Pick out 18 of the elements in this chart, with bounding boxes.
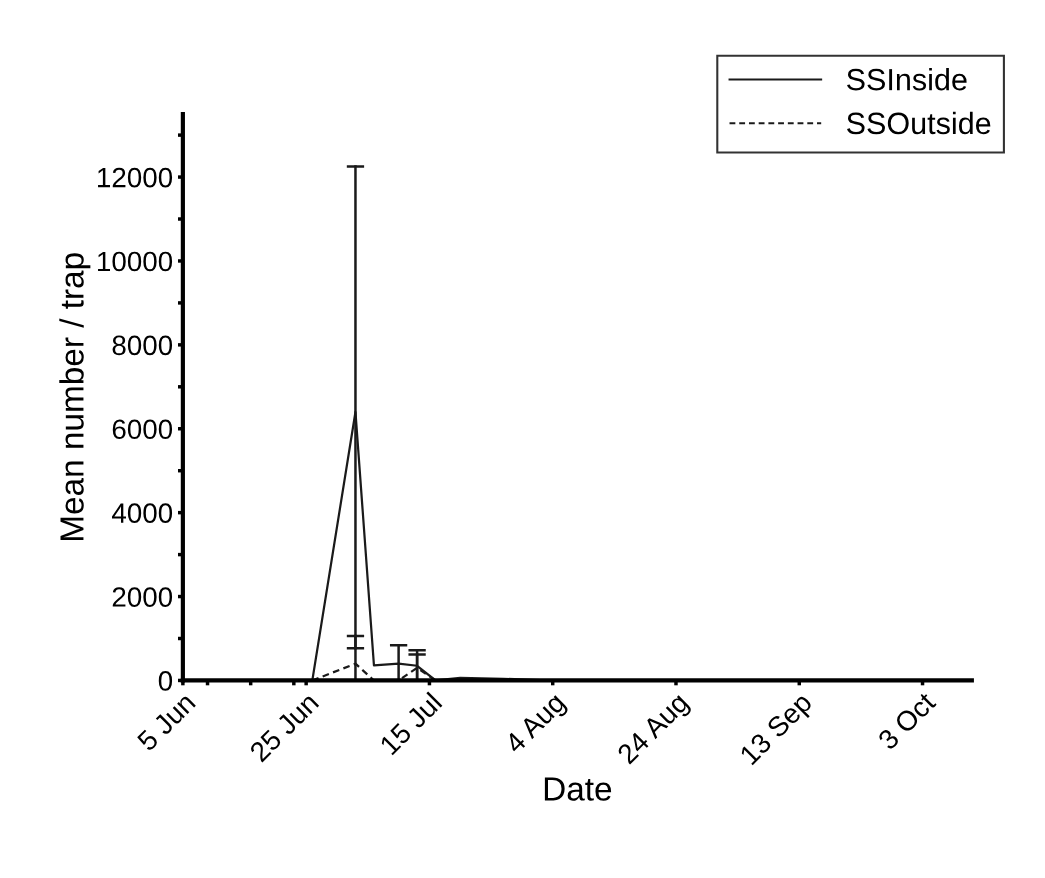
y-tick-label: 0 [158,671,173,691]
x-tick-label: 3 Oct [876,690,937,751]
x-tick-label: 15 Jul [378,691,443,756]
x-tick-label: 24 Aug [616,691,694,769]
legend-label: SSInside [847,68,967,91]
x-tick-label: 13 Sep [739,691,817,770]
y-tick-label: 10000 [98,251,173,272]
y-tick-label: 6000 [112,419,173,440]
y-tick-label: 4000 [112,503,173,523]
y-tick-label: 2000 [112,587,173,607]
x-tick-label: 4 Aug [503,692,570,759]
x-axis-title: Date [544,777,612,801]
y-axis-title: Mean number / trap [59,253,91,540]
y-tick-label: 8000 [112,335,173,356]
legend-label: SSOutside [847,111,991,135]
y-tick-label: 12000 [98,167,173,188]
x-tick-label: 25 Jun [248,691,320,763]
x-tick-label: 5 Jun [136,692,197,752]
